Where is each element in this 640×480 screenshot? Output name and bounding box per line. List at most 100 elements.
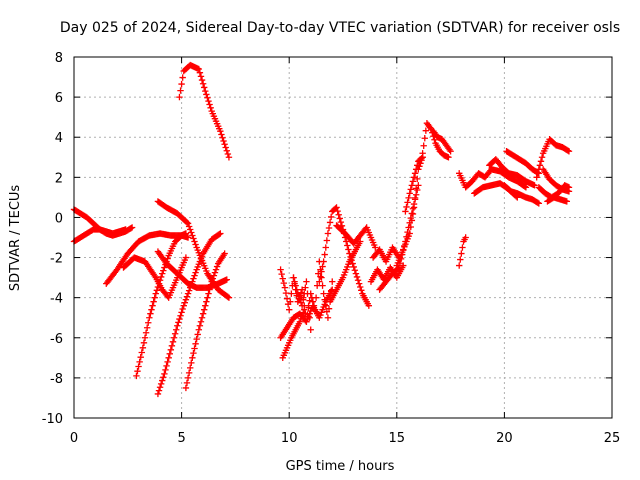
- data-point: [418, 155, 425, 162]
- x-tick-label: 25: [604, 431, 621, 446]
- data-point: [140, 339, 148, 346]
- data-point: [422, 127, 430, 134]
- data-series-8: [154, 230, 224, 398]
- data-point: [312, 294, 320, 301]
- data-point: [177, 87, 184, 94]
- x-tick-label: 15: [389, 431, 406, 446]
- data-point: [222, 144, 229, 151]
- y-tick-labels: -10 -8 -6 -4 -2 0 2 4 6 8: [42, 51, 63, 427]
- data-point: [333, 204, 340, 211]
- data-point: [412, 191, 420, 198]
- data-point: [410, 204, 418, 211]
- data-point: [161, 370, 168, 378]
- data-point: [409, 210, 417, 218]
- data-point: [445, 154, 452, 161]
- data-point: [307, 326, 314, 333]
- data-point: [212, 266, 220, 273]
- data-point: [194, 331, 201, 338]
- data-point: [220, 137, 227, 145]
- data-point: [225, 154, 233, 161]
- data-point: [187, 226, 194, 233]
- data-point: [564, 147, 572, 154]
- data-point: [166, 350, 173, 358]
- x-tick-label: 10: [281, 431, 298, 446]
- data-point: [173, 326, 180, 333]
- data-point: [192, 241, 199, 248]
- data-point: [188, 359, 195, 367]
- x-tick-label: 20: [496, 431, 513, 446]
- data-point: [183, 219, 191, 226]
- data-point: [143, 324, 151, 331]
- data-point: [176, 315, 183, 323]
- data-point: [336, 215, 343, 222]
- data-point: [402, 208, 409, 215]
- data-point: [408, 182, 416, 189]
- data-point: [400, 262, 407, 269]
- data-point: [171, 330, 179, 337]
- y-axis-label: SDTVAR / TECUs: [8, 185, 23, 292]
- data-point: [177, 312, 184, 319]
- data-series-34: [544, 194, 571, 205]
- data-point: [217, 128, 224, 135]
- data-series-19: [369, 244, 403, 265]
- data-point: [521, 183, 529, 190]
- data-point: [283, 295, 291, 302]
- data-point: [414, 175, 421, 183]
- data-point: [365, 302, 373, 309]
- data-point: [196, 69, 204, 76]
- data-point: [167, 346, 175, 354]
- data-point: [202, 87, 209, 95]
- data-point: [136, 358, 143, 366]
- data-point: [182, 230, 190, 237]
- data-point: [185, 287, 193, 294]
- data-point: [291, 278, 298, 285]
- data-point: [305, 302, 312, 309]
- data-point: [372, 244, 379, 251]
- data-point: [153, 287, 161, 294]
- plot-frame: [73, 56, 613, 419]
- data-point: [287, 298, 294, 305]
- data-point: [304, 290, 311, 297]
- data-series-14: [290, 274, 314, 333]
- data-point: [122, 226, 129, 233]
- data-point: [154, 390, 162, 398]
- data-point: [156, 277, 164, 284]
- data-point: [208, 278, 215, 285]
- data-point: [335, 211, 342, 218]
- data-point: [147, 310, 154, 317]
- data-point: [303, 278, 310, 285]
- data-point: [224, 150, 232, 158]
- data-point: [349, 260, 356, 267]
- data-point: [192, 269, 199, 276]
- data-series-28: [486, 156, 538, 189]
- data-point: [318, 268, 325, 275]
- data-series-21: [393, 154, 426, 269]
- data-point: [350, 263, 357, 271]
- data-point: [169, 338, 177, 345]
- data-point: [204, 94, 211, 101]
- data-point: [225, 294, 233, 301]
- data-point: [160, 374, 167, 381]
- data-series-11: [277, 258, 336, 325]
- data-point: [164, 255, 171, 262]
- data-point: [224, 293, 232, 301]
- data-point: [410, 174, 418, 181]
- data-series-23: [419, 119, 452, 161]
- data-point: [141, 334, 149, 341]
- data-point: [299, 296, 307, 303]
- data-point: [205, 290, 212, 297]
- y-tick-label: 6: [55, 91, 63, 106]
- data-point: [431, 136, 438, 143]
- data-point: [343, 238, 350, 245]
- data-point: [355, 280, 363, 287]
- data-point: [207, 104, 214, 112]
- y-tick-label: 8: [55, 51, 63, 66]
- data-point: [199, 310, 207, 317]
- data-series-33: [539, 166, 573, 195]
- data-point: [223, 147, 230, 154]
- data-point: [187, 284, 194, 291]
- data-point: [277, 266, 284, 273]
- data-point: [412, 166, 420, 173]
- y-tick-label: -4: [50, 292, 63, 307]
- data-point: [531, 182, 538, 189]
